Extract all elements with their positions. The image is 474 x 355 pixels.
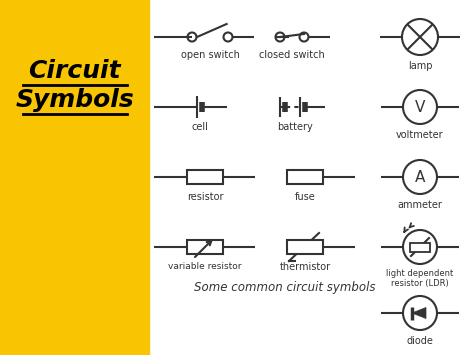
Bar [287,170,323,184]
Bar [187,170,223,184]
Text: cell: cell [191,122,209,132]
Bar [0,0,149,355]
Text: A: A [415,169,425,185]
Text: Some common circuit symbols: Some common circuit symbols [194,280,376,294]
Text: voltmeter: voltmeter [396,130,444,140]
Polygon shape [412,307,426,318]
Bar [187,240,223,254]
Text: closed switch: closed switch [259,49,325,60]
Text: Circuit: Circuit [28,59,121,83]
Text: open switch: open switch [181,49,239,60]
Bar [287,240,323,254]
Text: light dependent
resistor (LDR): light dependent resistor (LDR) [386,269,454,288]
Text: thermistor: thermistor [280,262,330,272]
Text: variable resistor: variable resistor [168,262,242,271]
Text: lamp: lamp [408,61,432,71]
Text: diode: diode [407,336,433,346]
Text: fuse: fuse [295,192,315,202]
Text: ammeter: ammeter [398,200,442,210]
Text: battery: battery [277,122,313,132]
Text: Symbols: Symbols [15,88,134,112]
Text: resistor: resistor [187,192,223,202]
Bar [410,242,430,251]
Text: V: V [415,99,425,115]
